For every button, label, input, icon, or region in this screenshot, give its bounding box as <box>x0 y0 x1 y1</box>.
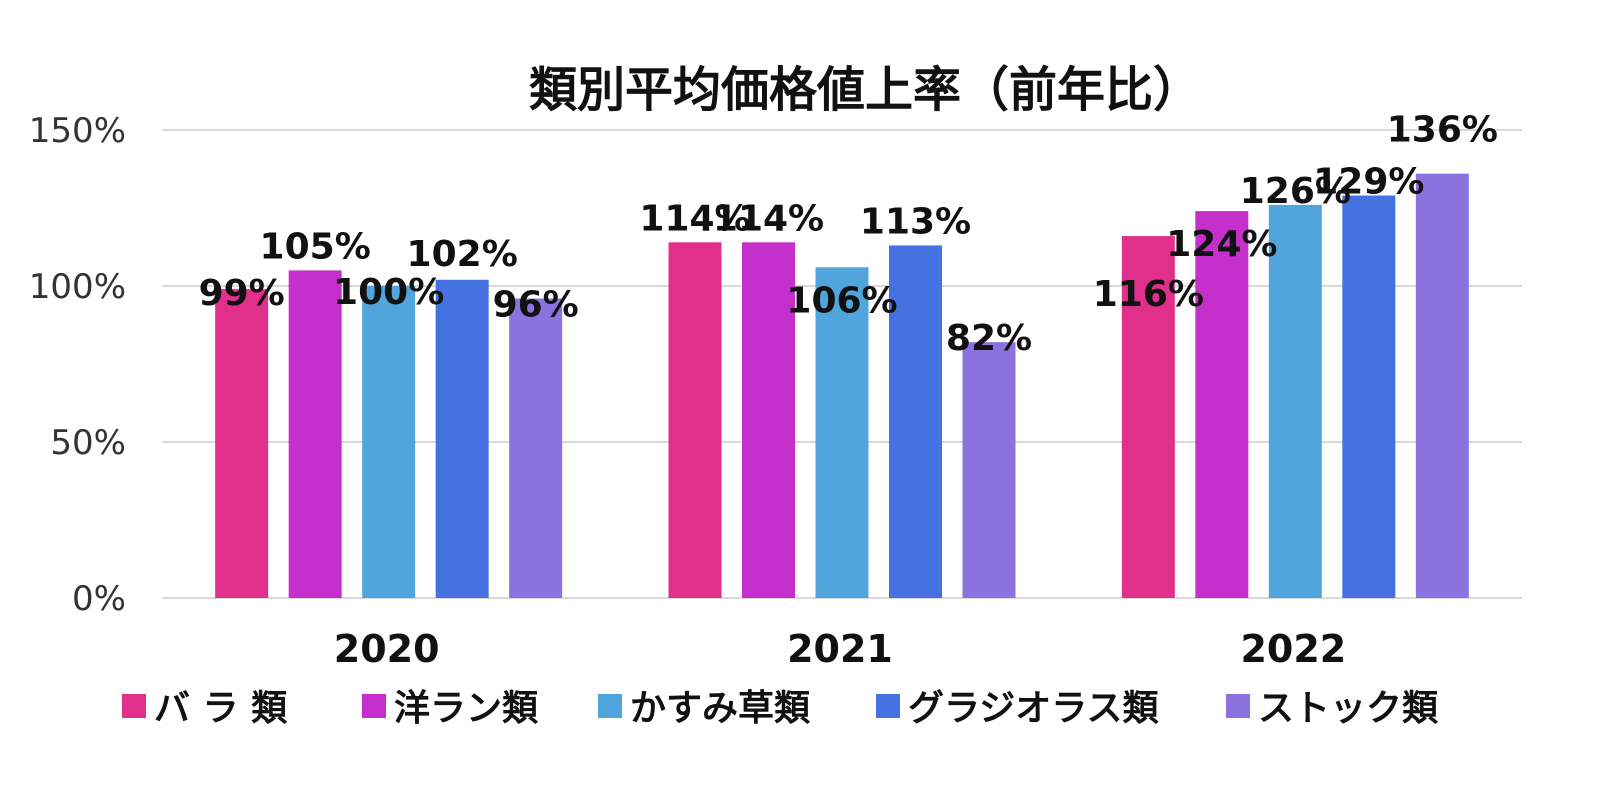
legend-item: ストック類 <box>1226 688 1439 729</box>
legend-item: かすみ草類 <box>598 688 811 729</box>
data-label: 106% <box>786 280 897 321</box>
bar <box>1121 236 1175 598</box>
legend-label: 洋ラン類 <box>394 688 539 729</box>
y-tick-label: 50% <box>50 423 126 463</box>
x-axis-ticks: 2020 2021 2022 <box>334 627 1346 671</box>
x-tick-label: 2021 <box>787 627 893 671</box>
bar <box>1268 204 1322 598</box>
data-labels: 99% 105% 100%102% 96% 114%114% 106% 113% 82% 116… <box>199 110 1498 359</box>
legend-item: グラジオラス類 <box>876 688 1160 729</box>
bar <box>1195 211 1249 598</box>
legend-item: バ ラ 類 <box>122 688 288 729</box>
legend: バ ラ 類 洋ラン類 かすみ草類 グラジオラス類 ストック類 <box>122 688 1439 729</box>
bar <box>362 286 416 598</box>
legend-label: ストック類 <box>1258 688 1439 729</box>
bar <box>668 242 722 598</box>
data-label: 129% <box>1313 162 1424 203</box>
x-tick-label: 2022 <box>1240 627 1346 671</box>
bar <box>742 242 795 598</box>
y-tick-label: 100% <box>29 267 126 307</box>
bar <box>215 289 269 598</box>
data-label: 102% <box>407 234 518 275</box>
data-label: 116% <box>1093 274 1204 315</box>
y-tick-label: 150% <box>29 111 126 151</box>
legend-swatch <box>876 694 900 718</box>
chart-title: 類別平均価格値上率（前年比） <box>529 62 1201 118</box>
bar <box>509 298 563 598</box>
legend-label: グラジオラス類 <box>908 688 1160 729</box>
legend-swatch <box>362 694 386 718</box>
legend-item: 洋ラン類 <box>362 688 539 729</box>
bar <box>1342 195 1396 598</box>
data-label: 100% <box>333 272 444 313</box>
bar <box>435 279 489 598</box>
data-label: 99% <box>199 273 285 314</box>
bars <box>215 173 1469 598</box>
data-label: 114% <box>713 198 824 239</box>
data-label: 105% <box>260 226 371 267</box>
data-label: 136% <box>1387 110 1498 151</box>
legend-label: かすみ草類 <box>630 688 811 729</box>
data-label: 114% <box>639 198 750 239</box>
bar <box>889 245 942 598</box>
data-label: 113% <box>860 201 971 242</box>
bar <box>815 267 869 598</box>
data-label: 82% <box>946 318 1032 359</box>
data-label: 124% <box>1166 224 1277 265</box>
bar <box>962 342 1016 598</box>
legend-label: バ ラ 類 <box>154 688 288 729</box>
y-tick-label: 0% <box>72 579 126 619</box>
bar <box>1415 173 1469 598</box>
legend-swatch <box>122 694 146 718</box>
data-label: 96% <box>493 284 579 325</box>
data-label: 126% <box>1240 171 1351 212</box>
y-axis-ticks: 0% 50% 100% 150% <box>29 111 126 619</box>
x-tick-label: 2020 <box>334 627 440 671</box>
legend-swatch <box>1226 694 1250 718</box>
legend-swatch <box>598 694 622 718</box>
bar <box>288 270 342 598</box>
